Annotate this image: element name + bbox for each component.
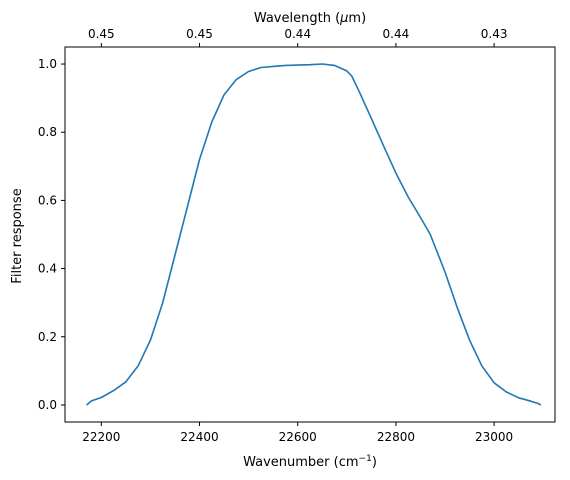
y-tick-label: 0.6 <box>38 193 57 207</box>
x-tick-label: 22600 <box>279 430 317 444</box>
y-tick-label: 0.0 <box>38 398 57 412</box>
x-tick-label: 23000 <box>475 430 513 444</box>
top-x-axis: 0.45 0.45 0.44 0.44 0.43 <box>88 27 508 47</box>
x-tick-label: 22400 <box>180 430 218 444</box>
top-tick-label: 0.43 <box>481 27 508 41</box>
y-tick-label: 1.0 <box>38 57 57 71</box>
x-axis-label-superscript: −1 <box>359 454 372 464</box>
top-tick-label: 0.45 <box>88 27 115 41</box>
y-tick-label: 0.8 <box>38 125 57 139</box>
y-tick-label: 0.4 <box>38 262 57 276</box>
series-line <box>86 63 542 406</box>
top-tick-label: 0.44 <box>284 27 311 41</box>
y-axis: 0.0 0.2 0.4 0.6 0.8 1.0 <box>38 57 65 412</box>
top-tick-label: 0.45 <box>186 27 213 41</box>
plot-frame <box>64 46 556 423</box>
x-tick-label: 22800 <box>377 430 415 444</box>
y-tick-label: 0.2 <box>38 330 57 344</box>
bottom-x-axis: 22200 22400 22600 22800 23000 <box>82 422 513 444</box>
x-tick-label: 22200 <box>82 430 120 444</box>
x-axis-label: Wavenumber (cm−1) <box>243 454 377 470</box>
y-axis-label: Filter response <box>10 188 25 283</box>
top-axis-label: Wavelength (μm) <box>254 11 366 26</box>
top-tick-label: 0.44 <box>383 27 410 41</box>
